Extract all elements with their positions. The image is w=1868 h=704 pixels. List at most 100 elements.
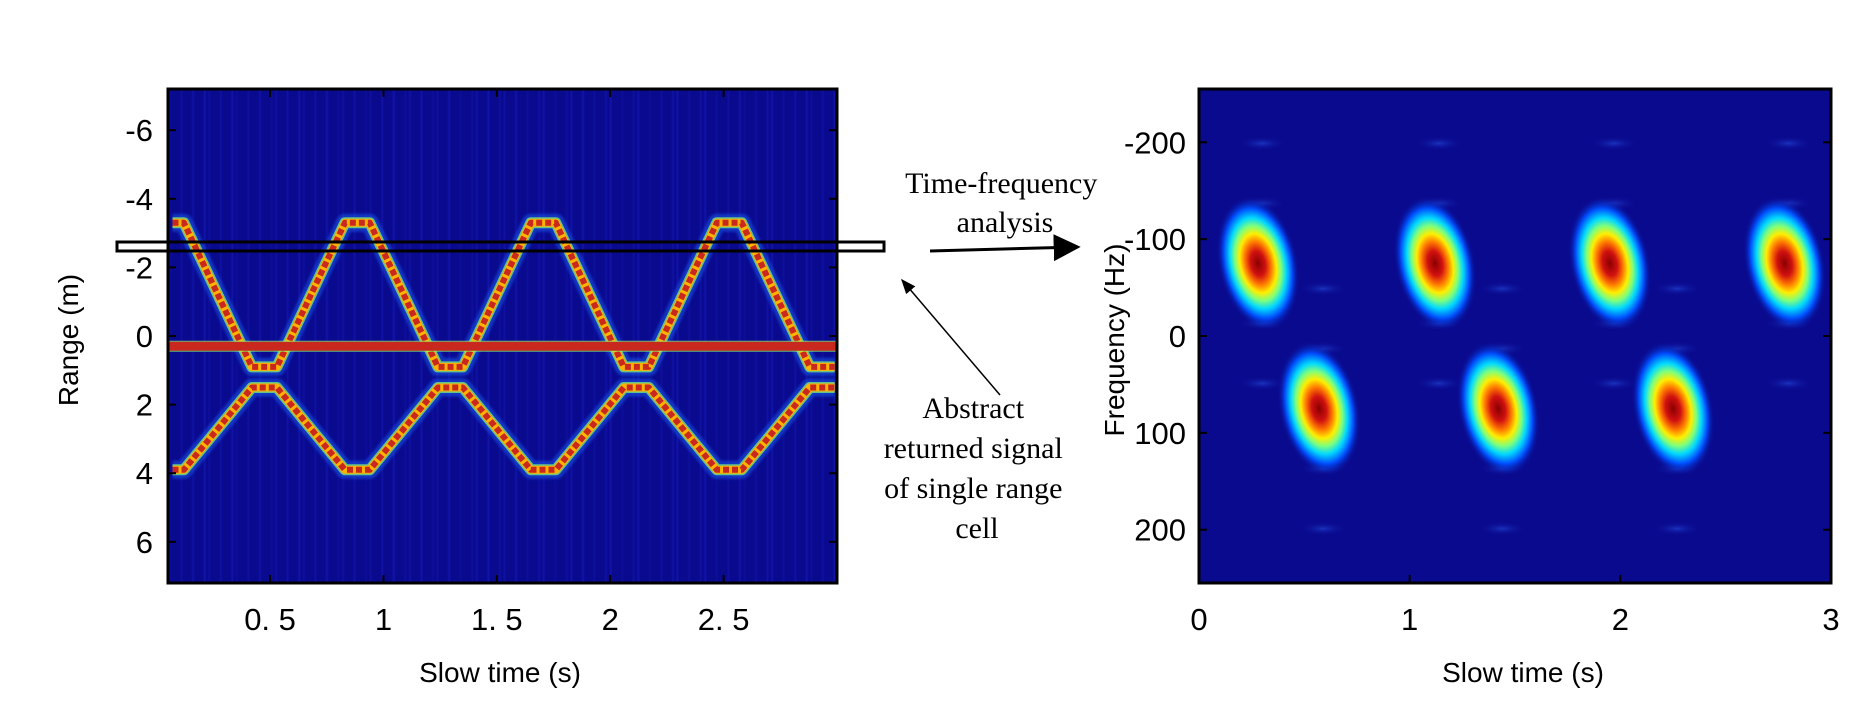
abstract-signal-arrow <box>901 278 1001 396</box>
texture-stripe <box>336 89 341 583</box>
abstract-signal-line-1: Abstract <box>922 392 1024 425</box>
texture-stripe <box>486 89 491 583</box>
texture-stripe <box>391 89 396 583</box>
y-tick-label: -100 <box>1124 222 1186 257</box>
y-tick-label: 0 <box>136 319 153 354</box>
moving-trace <box>172 219 835 370</box>
texture-stripe <box>564 89 569 583</box>
range-map-traces <box>168 213 837 479</box>
y-tick-label: 6 <box>136 525 153 560</box>
tf-map-background <box>1199 89 1831 583</box>
texture-stripe <box>202 89 207 583</box>
texture-stripe <box>553 89 558 583</box>
texture-stripe <box>352 89 357 583</box>
x-tick-label: 1 <box>375 602 392 637</box>
texture-stripe <box>458 89 463 583</box>
range-cell-highlight-box <box>115 240 886 253</box>
moving-trace <box>172 384 835 473</box>
texture-stripe <box>809 89 814 583</box>
texture-stripe <box>537 89 542 583</box>
doppler-blob <box>1456 341 1540 476</box>
range-map-x-axis-title: Slow time (s) <box>419 657 581 688</box>
texture-stripe <box>714 89 719 583</box>
y-tick-label: -2 <box>125 250 153 285</box>
doppler-blob <box>1568 196 1652 331</box>
texture-stripe <box>525 89 530 583</box>
x-tick-label: 2 <box>602 602 619 637</box>
y-tick-label: 4 <box>136 456 153 491</box>
range-map-y-axis-title: Range (m) <box>53 274 84 406</box>
side-lobe <box>1299 521 1348 536</box>
texture-stripe <box>258 89 263 583</box>
texture-stripe <box>703 89 708 583</box>
doppler-blob <box>1216 196 1300 331</box>
texture-stripe <box>737 89 742 583</box>
x-tick-label: 1. 5 <box>471 602 523 637</box>
side-lobe <box>1478 521 1527 536</box>
doppler-blob <box>1631 341 1715 476</box>
texture-stripe <box>580 89 585 583</box>
side-lobe <box>1478 281 1527 296</box>
abstract-signal-label: Abstract returned signal of single range… <box>884 392 1071 545</box>
side-lobe <box>1299 281 1348 296</box>
texture-stripe <box>301 89 306 583</box>
time-frequency-map: 0 1 2 3 -200 -100 0 100 200 Slow time (s) Frequ… <box>1099 87 1840 688</box>
x-tick-label: 0. 5 <box>244 602 296 637</box>
y-tick-label: 0 <box>1169 319 1186 354</box>
side-lobe <box>1653 281 1701 296</box>
texture-stripe <box>246 89 251 583</box>
side-lobe <box>1237 136 1286 151</box>
texture-stripe <box>324 89 329 583</box>
texture-stripe <box>191 89 196 583</box>
tf-analysis-line-2: analysis <box>957 206 1054 239</box>
x-tick-label: 0 <box>1190 602 1207 637</box>
texture-stripe <box>179 89 184 583</box>
texture-stripe <box>207 89 212 583</box>
texture-stripe <box>804 89 809 583</box>
texture-stripe <box>592 89 597 583</box>
x-tick-label: 1 <box>1401 602 1418 637</box>
range-map-x-ticks: 0. 5 1 1. 5 2 2. 5 <box>244 89 749 637</box>
x-tick-label: 3 <box>1822 602 1839 637</box>
texture-stripe <box>218 89 223 583</box>
texture-stripe <box>631 89 636 583</box>
texture-stripe <box>497 89 502 583</box>
x-tick-label: 2 <box>1612 602 1629 637</box>
side-lobe <box>1589 376 1638 391</box>
side-lobe <box>1764 376 1813 391</box>
texture-stripe <box>274 89 279 583</box>
doppler-blob <box>1743 196 1827 331</box>
annotations: Time-frequency analysis Abstract returne… <box>884 167 1105 545</box>
y-tick-label: -4 <box>125 182 153 217</box>
texture-stripe <box>820 89 825 583</box>
range-map-y-ticks: -6 -4 -2 0 2 4 6 <box>125 113 837 560</box>
texture-stripe <box>698 89 703 583</box>
side-lobe <box>1653 521 1701 536</box>
y-tick-label: 100 <box>1134 416 1186 451</box>
texture-stripe <box>770 89 775 583</box>
texture-stripe <box>403 89 408 583</box>
side-lobe <box>1237 376 1286 391</box>
texture-stripe <box>341 89 346 583</box>
texture-stripe <box>620 89 625 583</box>
doppler-blob <box>1277 341 1361 476</box>
tf-analysis-label: Time-frequency analysis <box>905 167 1105 239</box>
y-tick-label: -200 <box>1124 125 1186 160</box>
texture-stripe <box>514 89 519 583</box>
texture-stripe <box>368 89 373 583</box>
texture-stripe <box>364 89 369 583</box>
side-lobe <box>1589 136 1638 151</box>
texture-stripe <box>569 89 574 583</box>
texture-stripe <box>675 89 680 583</box>
x-tick-label: 2. 5 <box>698 602 750 637</box>
texture-stripe <box>781 89 786 583</box>
abstract-signal-line-4: cell <box>955 512 998 545</box>
side-lobe <box>1414 136 1463 151</box>
tf-map-y-axis-title: Frequency (Hz) <box>1099 244 1130 437</box>
texture-stripe <box>447 89 452 583</box>
doppler-blob <box>1393 196 1477 331</box>
texture-stripe <box>753 89 758 583</box>
texture-stripe <box>636 89 641 583</box>
